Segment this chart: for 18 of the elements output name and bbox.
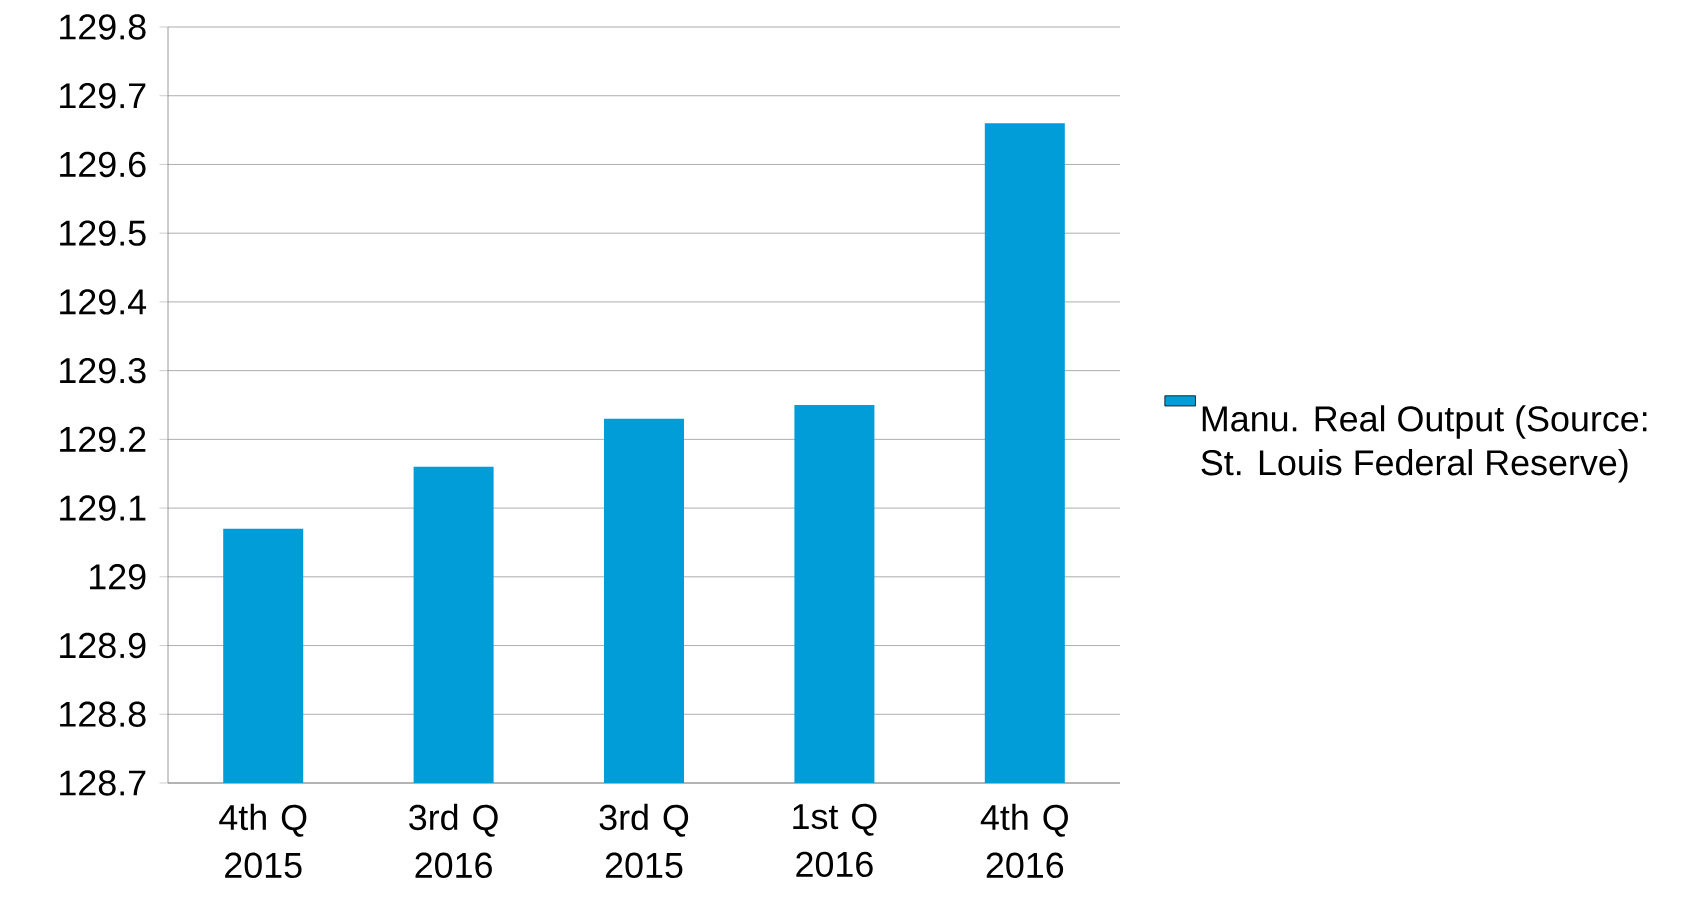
y-tick-label: 129.7 (60, 83, 146, 109)
x-tick-label: 4th Q 2016 (980, 803, 1068, 879)
y-tick-label: 129.3 (60, 357, 146, 384)
legend-label: Manu. Real Output (Source: St. Louis Federal Reserve) (1201, 405, 1647, 483)
y-tick-label: 128.9 (60, 632, 146, 659)
y-tick-label: 129.5 (60, 220, 146, 246)
y-tick-label: 129.8 (60, 14, 146, 40)
y-tick-label: 129.1 (60, 495, 146, 521)
x-tick-label: 1st Q 2016 (793, 803, 877, 878)
y-tick-label: 129.6 (60, 151, 146, 178)
y-tick-label: 128.7 (60, 770, 146, 796)
x-tick-label: 3rd Q 2015 (599, 803, 689, 879)
x-tick-label: 4th Q 2015 (219, 803, 307, 879)
x-tick-label: 3rd Q 2016 (409, 803, 498, 879)
y-tick-label: 129 (90, 564, 146, 590)
y-tick-label: 129.2 (60, 426, 146, 453)
y-tick-label: 129.4 (60, 289, 147, 315)
y-tick-label: 128.8 (60, 701, 146, 727)
